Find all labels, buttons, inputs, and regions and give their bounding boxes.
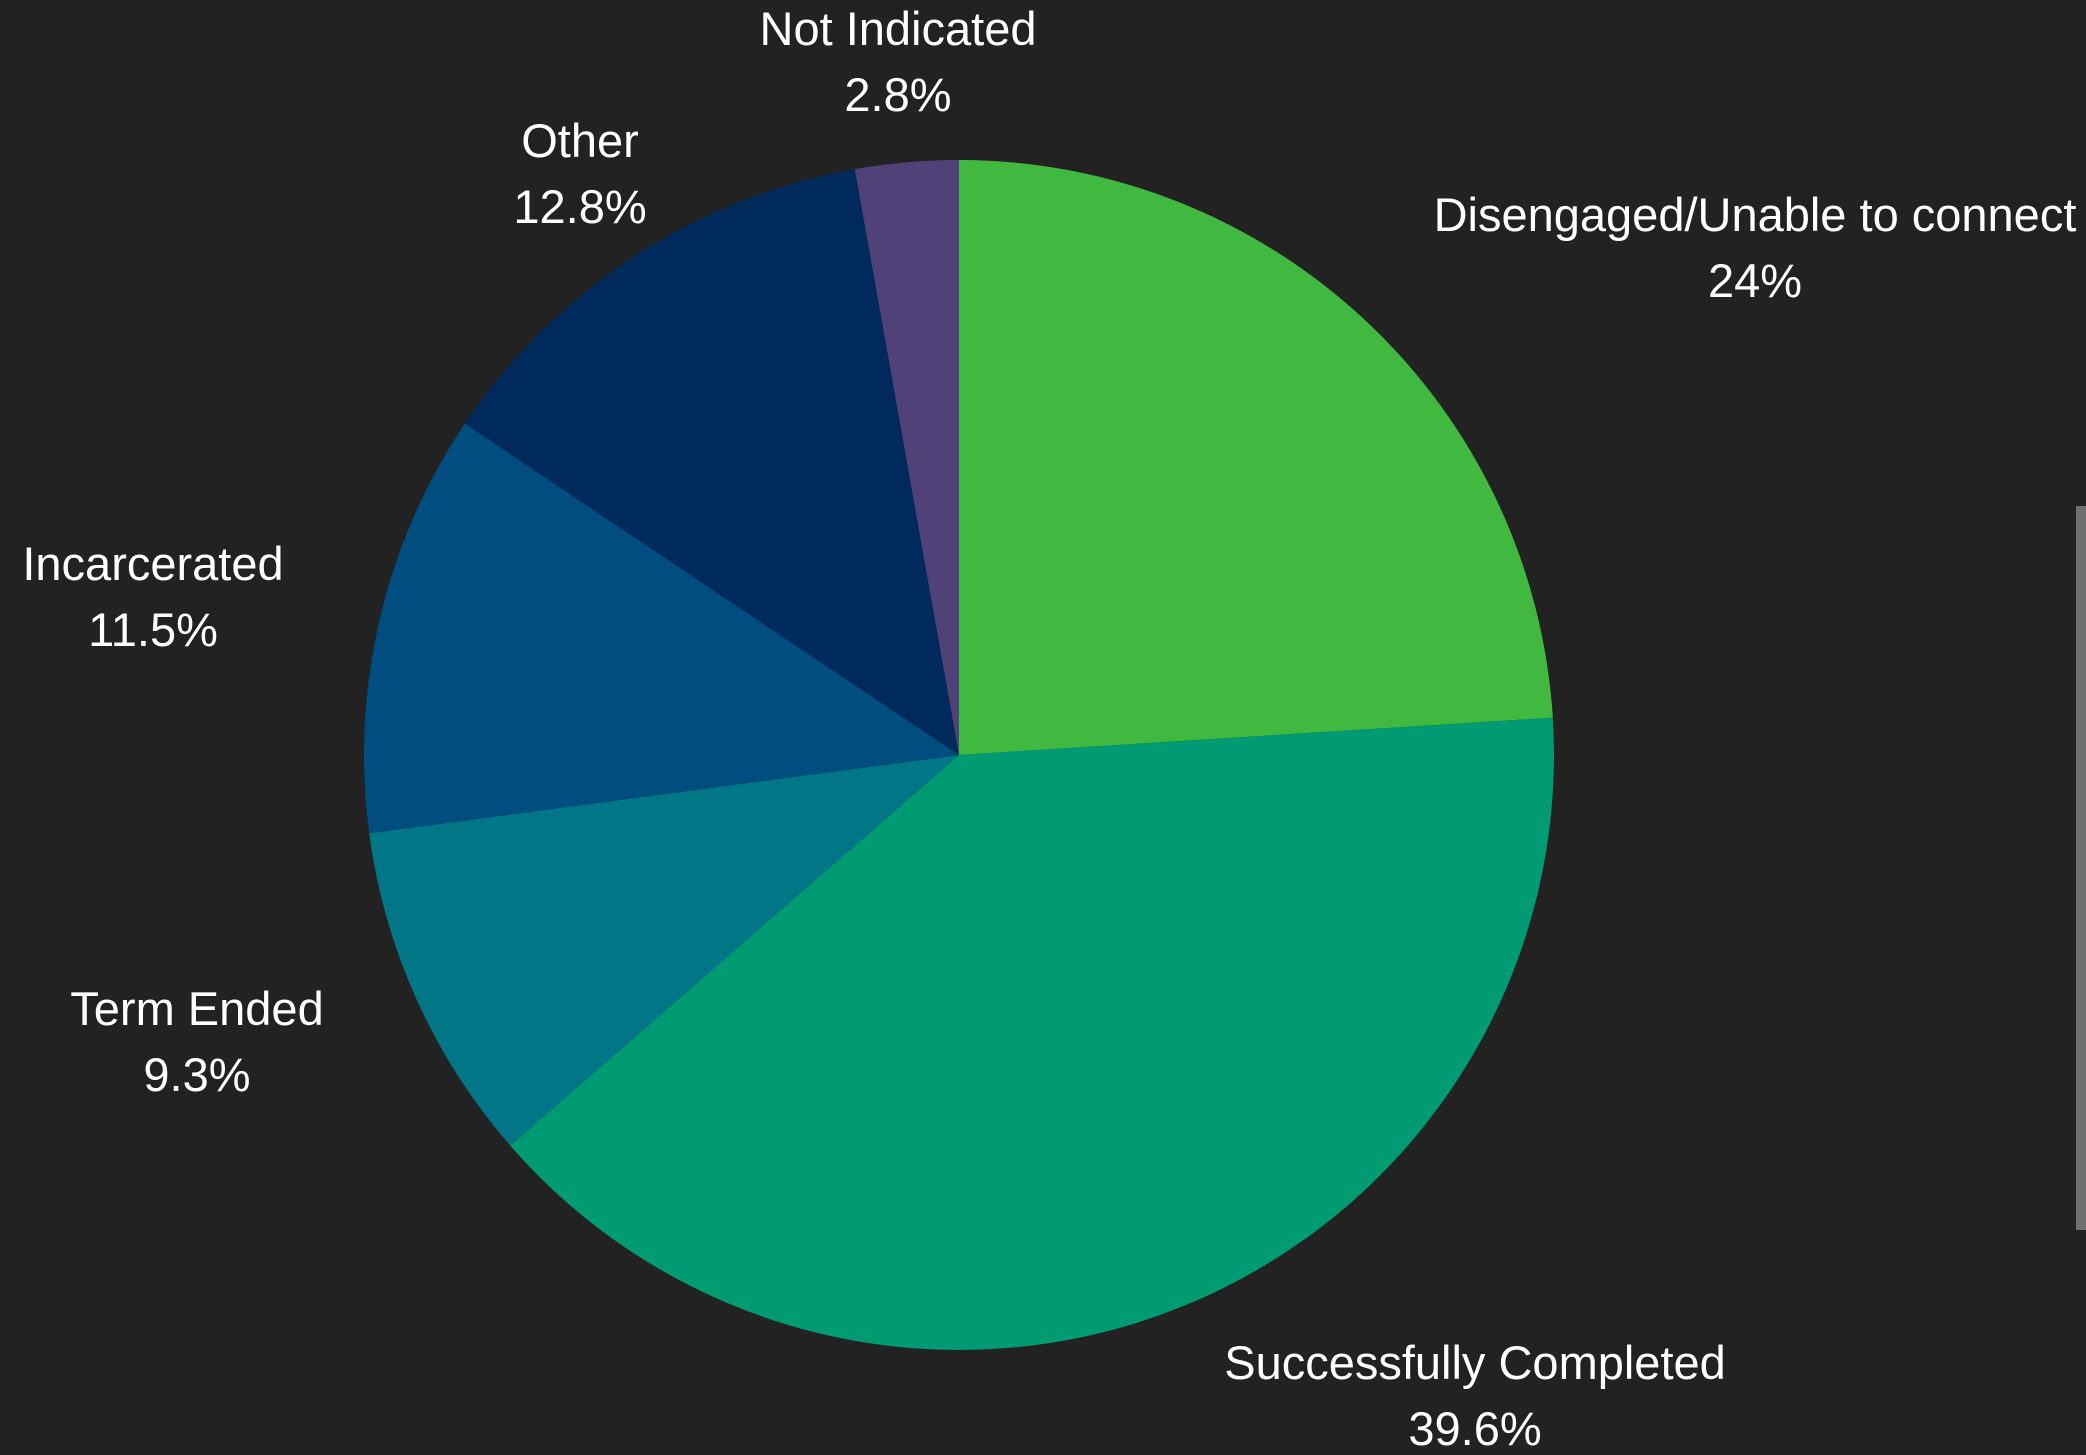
slice-label-group: Incarcerated 11.5% (22, 537, 283, 656)
pie-slice-disengaged-unable-to-connect[interactable] (959, 160, 1553, 755)
pie-slice-not-indicated[interactable] (854, 159, 959, 755)
slice-value-label: 9.3% (143, 1048, 250, 1101)
slice-label-group: Not Indicated 2.8% (760, 2, 1037, 121)
slice-label: Term Ended (70, 982, 323, 1035)
pie-slice-other[interactable] (464, 169, 959, 755)
slice-label: Successfully Completed (1224, 1336, 1726, 1389)
pie-slice-successfully-completed[interactable] (510, 717, 1555, 1351)
pie-labels: Disengaged/Unable to connect 24% Successfu… (22, 2, 2076, 1455)
slice-label: Incarcerated (22, 537, 283, 590)
slice-value-label: 2.8% (844, 68, 951, 121)
slice-value-label: 24% (1708, 254, 1802, 307)
slice-value-label: 39.6% (1408, 1402, 1541, 1455)
slice-label: Other (521, 114, 639, 167)
scrollbar-edge[interactable] (2076, 506, 2086, 1230)
pie-slice-incarcerated[interactable] (363, 423, 960, 834)
slice-label-group: Successfully Completed 39.6% (1224, 1336, 1726, 1455)
slice-value-label: 12.8% (513, 180, 646, 233)
pie-slice-term-ended[interactable] (369, 755, 959, 1146)
slice-label-group: Term Ended 9.3% (70, 982, 323, 1101)
slice-label-group: Other 12.8% (513, 114, 646, 233)
slice-label-group: Disengaged/Unable to connect 24% (1434, 188, 2077, 307)
pie-slices (363, 159, 1555, 1351)
slice-label: Not Indicated (760, 2, 1037, 55)
slice-value-label: 11.5% (88, 603, 218, 656)
slice-label: Disengaged/Unable to connect (1434, 188, 2077, 241)
